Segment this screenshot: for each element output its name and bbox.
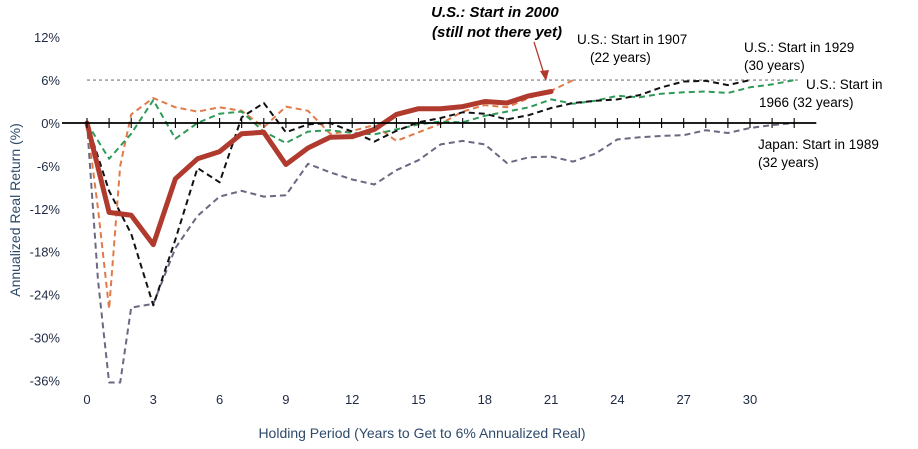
x-tick-label: 21 <box>544 392 558 407</box>
x-tick-label: 6 <box>216 392 223 407</box>
x-axis-title: Holding Period (Years to Get to 6% Annua… <box>258 425 585 441</box>
y-tick-label: -18% <box>30 245 61 260</box>
x-tick-label: 24 <box>610 392 624 407</box>
y-tick-label: -24% <box>30 288 61 303</box>
y-tick-label: 0% <box>41 116 60 131</box>
annotation-us-1966: U.S.: Start in 1966 (32 years) <box>759 77 886 110</box>
y-axis-ticks: 12% 6% 0% -6% -12% -18% -24% -30% -36% <box>30 30 61 388</box>
y-tick-label: -30% <box>30 331 61 346</box>
series-line-0 <box>86 122 795 384</box>
annotation-japan-1989: Japan: Start in 1989 (32 years) <box>758 137 883 170</box>
annotation-us-2000: U.S.: Start in 2000 (still not there yet… <box>431 4 563 41</box>
annotation-us-1929: U.S.: Start in 1929 (30 years) <box>744 40 858 73</box>
x-tick-label: 15 <box>411 392 425 407</box>
series-group <box>84 79 795 384</box>
x-tick-label: 0 <box>83 392 90 407</box>
annotation-arrow-line <box>533 41 545 75</box>
series-line-2 <box>86 79 795 160</box>
series-line-1 <box>86 79 574 310</box>
y-tick-label: -12% <box>30 202 61 217</box>
series-line-3 <box>86 79 751 307</box>
annotation-arrow-head <box>540 70 549 81</box>
x-axis <box>62 118 817 128</box>
x-axis-ticks: 0 3 6 9 12 15 18 21 24 27 30 <box>83 392 757 407</box>
x-tick-label: 30 <box>743 392 757 407</box>
annotation-us-1907: U.S.: Start in 1907 (22 years) <box>577 32 691 65</box>
y-axis-title: Annualized Real Return (%) <box>7 123 23 297</box>
x-tick-label: 12 <box>345 392 359 407</box>
y-tick-label: 12% <box>34 30 60 45</box>
y-tick-label: -6% <box>37 159 61 174</box>
y-tick-label: -36% <box>30 373 61 388</box>
x-tick-label: 3 <box>150 392 157 407</box>
x-tick-label: 18 <box>478 392 492 407</box>
series-line-4 <box>84 89 554 248</box>
y-tick-label: 6% <box>41 73 60 88</box>
x-tick-label: 9 <box>282 392 289 407</box>
x-tick-label: 27 <box>676 392 690 407</box>
